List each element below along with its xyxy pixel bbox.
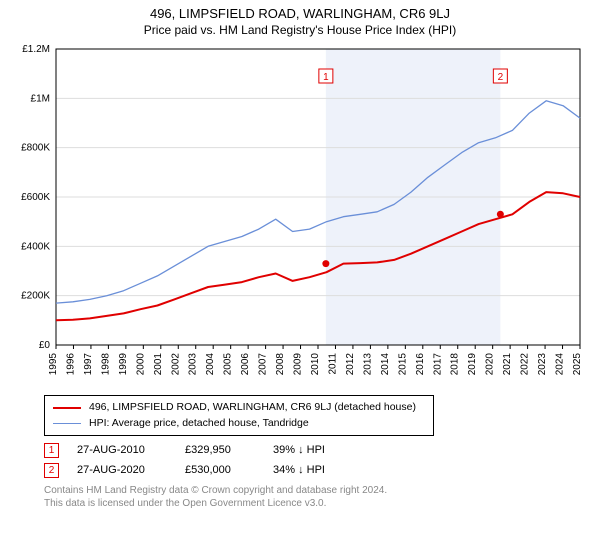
svg-text:2025: 2025 <box>572 352 583 375</box>
legend-item: HPI: Average price, detached house, Tand… <box>53 416 425 432</box>
svg-text:1995: 1995 <box>48 352 59 375</box>
chart-subtitle: Price paid vs. HM Land Registry's House … <box>12 23 588 37</box>
sale-price: £530,000 <box>185 464 255 476</box>
svg-text:2001: 2001 <box>153 352 164 375</box>
sale-row: 2 27-AUG-2020 £530,000 34% ↓ HPI <box>44 460 588 480</box>
sale-hpi: 39% ↓ HPI <box>273 444 363 456</box>
svg-text:2020: 2020 <box>485 352 496 375</box>
sale-marker-icon: 1 <box>44 443 59 458</box>
svg-text:£200K: £200K <box>21 291 50 302</box>
svg-text:1997: 1997 <box>83 352 94 375</box>
svg-text:2009: 2009 <box>293 352 304 375</box>
legend: 496, LIMPSFIELD ROAD, WARLINGHAM, CR6 9L… <box>44 395 434 437</box>
footnote: Contains HM Land Registry data © Crown c… <box>44 484 588 510</box>
svg-text:2022: 2022 <box>520 352 531 375</box>
svg-text:£400K: £400K <box>21 241 50 252</box>
svg-text:2019: 2019 <box>467 352 478 375</box>
svg-text:2013: 2013 <box>362 352 373 375</box>
svg-text:2007: 2007 <box>258 352 269 375</box>
legend-swatch <box>53 407 81 409</box>
sale-marker-icon: 2 <box>44 463 59 478</box>
legend-item: 496, LIMPSFIELD ROAD, WARLINGHAM, CR6 9L… <box>53 400 425 416</box>
svg-text:2014: 2014 <box>380 352 391 375</box>
svg-text:£800K: £800K <box>21 143 50 154</box>
svg-text:2011: 2011 <box>327 352 338 374</box>
svg-text:1996: 1996 <box>65 352 76 375</box>
sale-price: £329,950 <box>185 444 255 456</box>
sale-date: 27-AUG-2020 <box>77 464 167 476</box>
svg-text:2005: 2005 <box>223 352 234 375</box>
svg-text:2015: 2015 <box>397 352 408 375</box>
svg-text:1: 1 <box>323 72 329 83</box>
chart-plot: £0 £200K £400K £600K £800K £1M £1.2M 1995 1996 19… <box>12 41 588 389</box>
sale-row: 1 27-AUG-2010 £329,950 39% ↓ HPI <box>44 440 588 460</box>
svg-text:£1M: £1M <box>31 93 50 104</box>
svg-text:2002: 2002 <box>170 352 181 375</box>
legend-label: HPI: Average price, detached house, Tand… <box>89 416 309 432</box>
sale-date: 27-AUG-2010 <box>77 444 167 456</box>
svg-text:2012: 2012 <box>345 352 356 375</box>
svg-text:2023: 2023 <box>537 352 548 375</box>
svg-text:2004: 2004 <box>205 352 216 375</box>
sales-table: 1 27-AUG-2010 £329,950 39% ↓ HPI 2 27-AU… <box>44 440 588 480</box>
svg-text:2000: 2000 <box>135 352 146 375</box>
svg-text:2021: 2021 <box>502 352 513 375</box>
svg-text:2010: 2010 <box>310 352 321 375</box>
svg-text:2016: 2016 <box>415 352 426 375</box>
svg-text:2024: 2024 <box>555 352 566 375</box>
svg-text:2018: 2018 <box>450 352 461 375</box>
legend-swatch <box>53 423 81 424</box>
svg-text:2003: 2003 <box>188 352 199 375</box>
svg-text:£0: £0 <box>39 340 51 351</box>
svg-text:2006: 2006 <box>240 352 251 375</box>
svg-text:2017: 2017 <box>432 352 443 375</box>
svg-text:1998: 1998 <box>100 352 111 375</box>
footnote-line: Contains HM Land Registry data © Crown c… <box>44 484 588 497</box>
svg-text:£600K: £600K <box>21 192 50 203</box>
svg-text:2008: 2008 <box>275 352 286 375</box>
footnote-line: This data is licensed under the Open Gov… <box>44 497 588 510</box>
legend-label: 496, LIMPSFIELD ROAD, WARLINGHAM, CR6 9L… <box>89 400 416 416</box>
svg-text:2: 2 <box>498 72 504 83</box>
chart-container: 496, LIMPSFIELD ROAD, WARLINGHAM, CR6 9L… <box>0 0 600 516</box>
svg-text:£1.2M: £1.2M <box>22 44 50 55</box>
sale-hpi: 34% ↓ HPI <box>273 464 363 476</box>
svg-text:1999: 1999 <box>118 352 129 375</box>
chart-title: 496, LIMPSFIELD ROAD, WARLINGHAM, CR6 9L… <box>12 6 588 23</box>
